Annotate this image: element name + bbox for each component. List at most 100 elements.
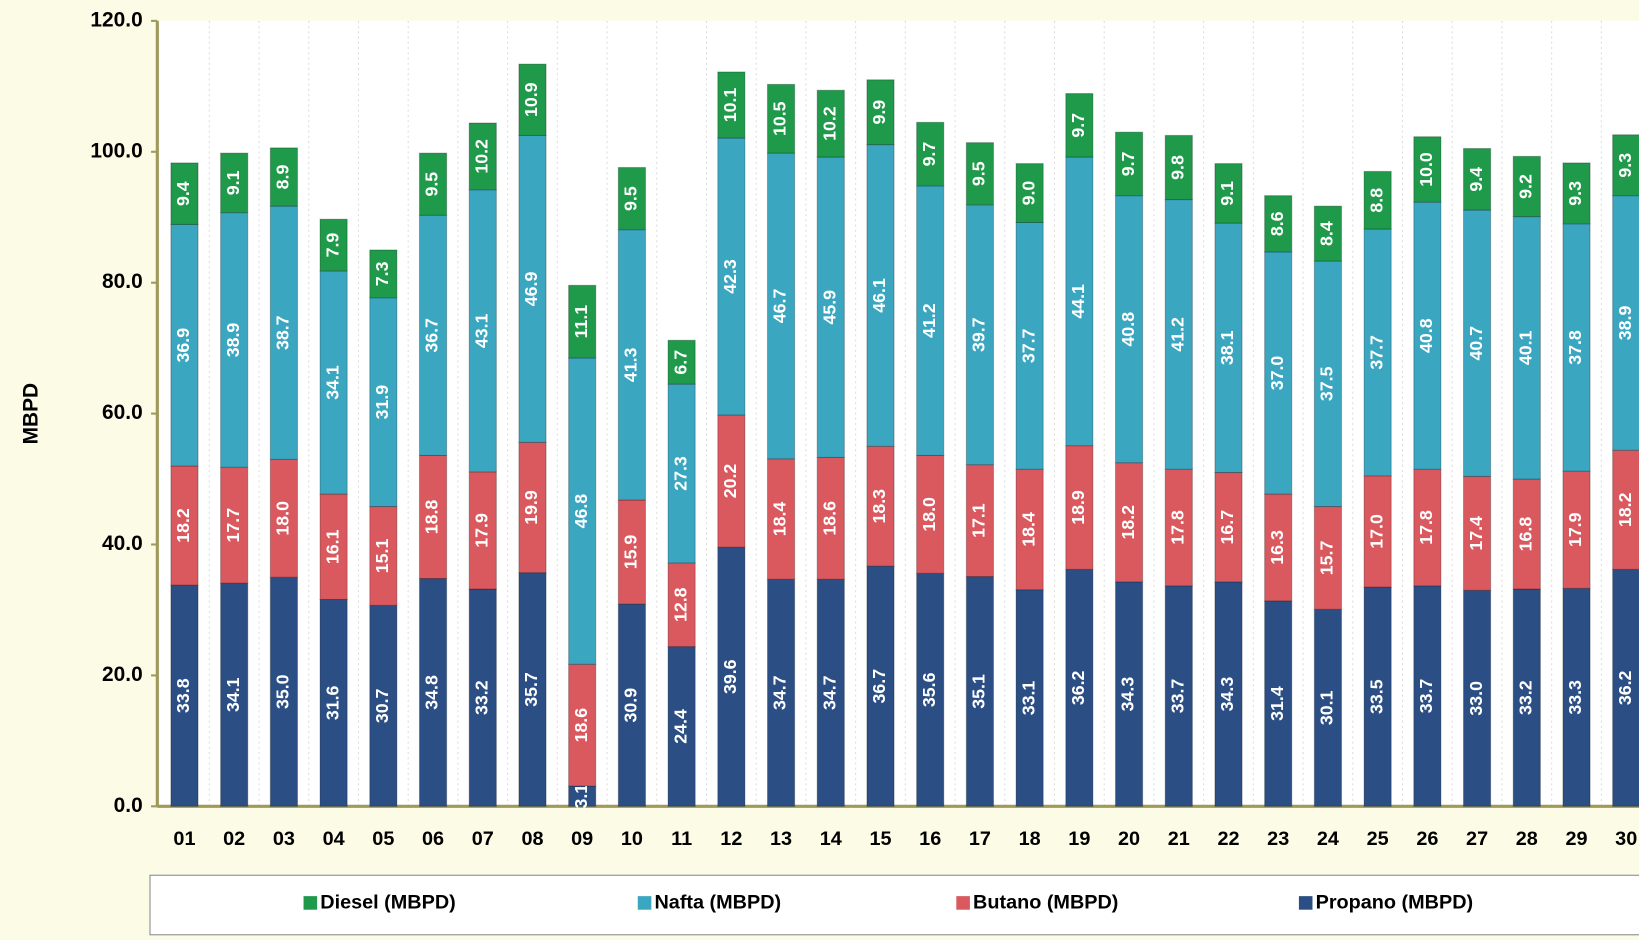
value-label: 12.8 <box>670 587 690 622</box>
x-tick-label: 30 <box>1615 828 1637 850</box>
value-label: 38.9 <box>223 323 243 358</box>
bar-segment <box>1164 585 1193 807</box>
value-label: 9.2 <box>1515 174 1535 199</box>
bar-segment <box>468 471 497 590</box>
legend-label: Diesel (MBPD) <box>320 892 456 914</box>
bar-segment <box>568 357 597 665</box>
value-label: 40.8 <box>1118 312 1138 347</box>
bar-segment <box>965 464 995 578</box>
value-label: 8.9 <box>273 165 293 190</box>
bar-segment <box>1214 222 1243 474</box>
bar-segment <box>965 142 995 206</box>
x-tick-label: 03 <box>273 828 295 850</box>
value-label: 30.1 <box>1317 690 1337 725</box>
value-label: 46.1 <box>869 278 889 313</box>
value-label: 19.9 <box>521 490 541 525</box>
value-label: 34.1 <box>223 677 243 712</box>
value-label: 44.1 <box>1068 284 1088 319</box>
value-label: 18.4 <box>1018 512 1038 547</box>
bar-segment <box>1363 586 1392 807</box>
bar-segment <box>717 546 746 807</box>
value-label: 17.7 <box>223 508 243 543</box>
value-label: 43.1 <box>471 313 491 348</box>
bar-segment <box>766 83 796 154</box>
value-label: 39.7 <box>969 317 989 352</box>
legend-swatch <box>637 896 652 910</box>
bar-segment <box>1065 156 1094 447</box>
bar-segment <box>568 284 597 359</box>
bar-segment <box>1562 470 1591 589</box>
value-label: 10.5 <box>770 101 790 136</box>
value-label: 9.5 <box>621 186 641 211</box>
bar-segment <box>617 603 647 807</box>
value-label: 17.9 <box>471 513 491 548</box>
value-label: 16.7 <box>1217 510 1237 545</box>
y-tick-label: 0.0 <box>114 794 143 817</box>
bar-segment <box>766 578 796 807</box>
value-label: 18.2 <box>173 508 193 543</box>
bar-segment <box>816 89 845 158</box>
value-label: 17.8 <box>1416 510 1436 545</box>
value-label: 31.4 <box>1267 686 1287 721</box>
x-tick-label: 10 <box>621 828 643 850</box>
bar-segment <box>518 63 547 136</box>
value-label: 46.7 <box>770 289 790 324</box>
bar-segment <box>468 588 497 807</box>
value-label: 9.9 <box>869 100 889 125</box>
bar-segment <box>319 598 348 807</box>
bar-segment <box>369 297 398 508</box>
bar-segment <box>170 465 199 586</box>
value-label: 37.7 <box>1018 328 1038 363</box>
bar-segment <box>617 499 647 605</box>
bar-segment <box>220 582 249 807</box>
bar-segment <box>1612 195 1639 451</box>
value-label: 30.9 <box>621 688 641 723</box>
bar-segment <box>1015 163 1044 224</box>
x-tick-label: 18 <box>1019 828 1041 850</box>
bar-segment <box>617 229 647 501</box>
bar-segment <box>1264 493 1293 602</box>
legend-label: Nafta (MBPD) <box>654 892 781 914</box>
value-label: 10.1 <box>720 88 740 123</box>
bar-segment <box>1214 163 1243 224</box>
bar-segment <box>418 454 448 580</box>
bar-segment <box>319 218 348 272</box>
bar-segment <box>1313 260 1343 508</box>
value-label: 9.7 <box>1068 113 1088 138</box>
bar-segment <box>1363 170 1392 230</box>
bar-segment <box>1065 568 1094 807</box>
value-label: 17.8 <box>1167 510 1187 545</box>
bar-segment <box>766 152 796 460</box>
bar-segment <box>816 456 845 580</box>
value-label: 34.7 <box>819 675 839 710</box>
bar-segment <box>1313 608 1343 807</box>
value-label: 31.6 <box>322 685 342 720</box>
bar-segment <box>667 339 696 385</box>
x-tick-label: 14 <box>820 828 842 850</box>
value-label: 9.3 <box>1615 153 1635 178</box>
value-label: 37.0 <box>1267 356 1287 391</box>
value-label: 37.8 <box>1565 330 1585 365</box>
value-label: 9.4 <box>173 181 193 206</box>
bar-segment <box>1363 475 1392 588</box>
value-label: 9.5 <box>422 172 442 197</box>
x-tick-label: 02 <box>223 828 245 850</box>
value-label: 35.6 <box>919 672 939 707</box>
bar-segment <box>1114 581 1144 807</box>
value-label: 17.1 <box>969 503 989 538</box>
value-label: 35.0 <box>273 674 293 709</box>
x-tick-label: 24 <box>1317 828 1339 850</box>
bar-segment <box>170 162 199 225</box>
value-label: 9.7 <box>1118 151 1138 176</box>
bar-segment <box>866 445 895 567</box>
value-label: 33.1 <box>1018 681 1038 716</box>
x-tick-label: 26 <box>1416 828 1438 850</box>
value-label: 36.7 <box>422 318 442 353</box>
value-label: 9.0 <box>1018 181 1038 206</box>
bar-segment <box>1612 449 1639 570</box>
bar-segment <box>1015 589 1044 807</box>
bar-segment <box>866 79 895 146</box>
legend-swatch <box>956 896 970 910</box>
x-tick-label: 27 <box>1466 828 1488 850</box>
